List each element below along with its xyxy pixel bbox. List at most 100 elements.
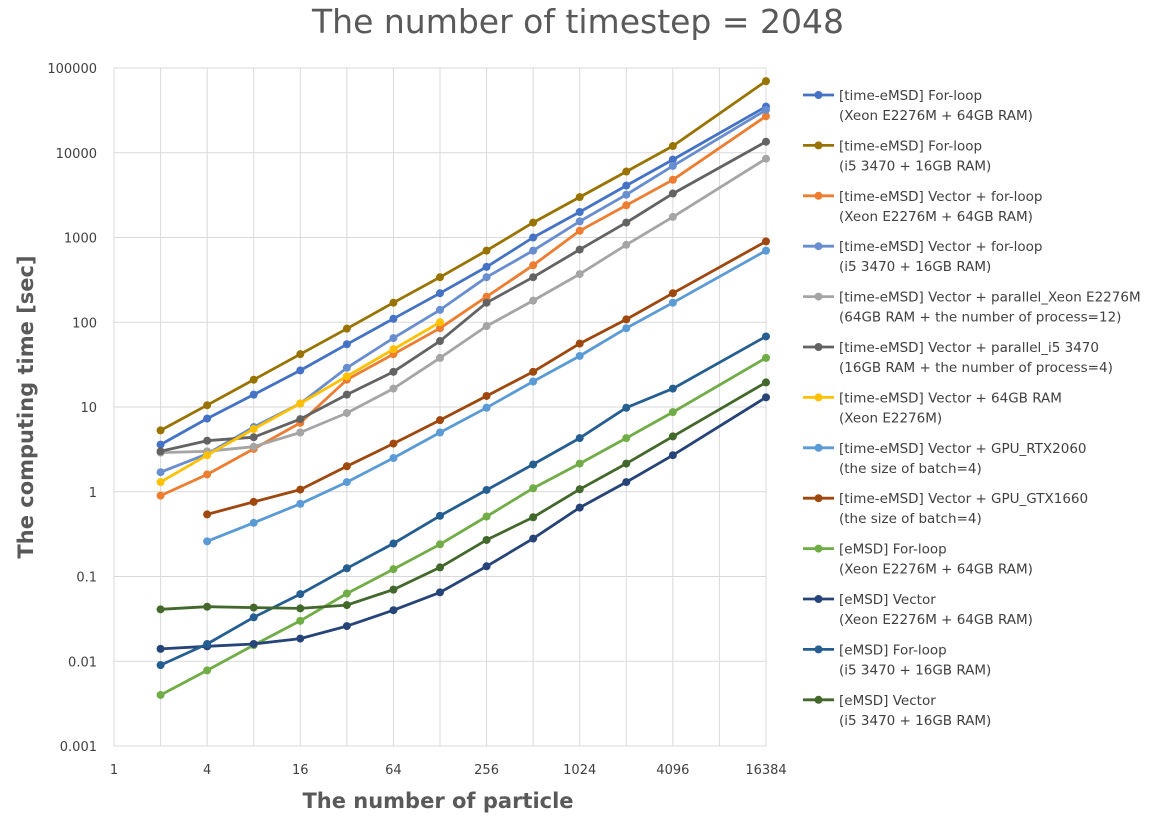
data-point (482, 298, 491, 307)
legend-item: [time-eMSD] For-loop (i5 3470 + 16GB RAM) (803, 138, 991, 174)
data-point (296, 366, 305, 375)
legend-label: (i5 3470 + 16GB RAM) (839, 158, 991, 174)
data-point (622, 181, 631, 190)
data-point (622, 434, 631, 443)
data-point (156, 491, 165, 500)
legend-label: (Xeon E2276M + 64GB RAM) (839, 209, 1033, 225)
data-point (342, 372, 351, 381)
data-point (575, 351, 584, 360)
data-point (622, 459, 631, 468)
data-point (156, 644, 165, 653)
legend-marker (814, 191, 823, 200)
data-point (249, 518, 258, 527)
legend-label: (Xeon E2276M + 64GB RAM) (839, 612, 1033, 628)
data-point (482, 535, 491, 544)
legend-marker (814, 343, 823, 351)
data-point (529, 534, 538, 543)
series-line (206, 240, 767, 516)
legend-label: (Xeon E2276M + 64GB RAM) (839, 562, 1033, 578)
data-point (389, 539, 398, 548)
data-point (529, 261, 538, 270)
series-8 (203, 246, 770, 546)
data-point (762, 105, 770, 114)
data-point (482, 403, 491, 412)
y-tick-label: 0.01 (68, 655, 97, 670)
data-point (436, 318, 444, 327)
data-point (389, 334, 398, 343)
data-point (156, 605, 165, 614)
data-point (436, 540, 444, 549)
data-point (203, 436, 212, 445)
data-point (156, 440, 165, 449)
series-3 (156, 112, 770, 500)
legend: [time-eMSD] For-loop (Xeon E2276M + 64GB … (803, 88, 1141, 729)
legend-marker (814, 544, 823, 553)
data-point (529, 233, 538, 242)
legend-marker (814, 141, 823, 150)
data-point (575, 193, 584, 202)
data-point (342, 462, 351, 471)
data-point (203, 537, 212, 546)
data-point (668, 289, 677, 298)
plot-area (156, 77, 770, 699)
data-point (436, 428, 444, 437)
legend-marker (814, 695, 823, 704)
data-point (249, 603, 258, 612)
data-point (389, 298, 398, 307)
legend-label: [time-eMSD] Vector + 64GB RAM (839, 390, 1062, 406)
legend-label: [time-eMSD] Vector + for-loop (839, 239, 1042, 255)
data-point (622, 240, 631, 249)
data-point (575, 217, 584, 226)
series-12 (156, 332, 770, 670)
data-point (482, 322, 491, 331)
series-10 (156, 353, 770, 699)
data-point (622, 201, 631, 210)
data-point (529, 367, 538, 376)
data-point (342, 564, 351, 573)
data-point (482, 512, 491, 521)
legend-item: [time-eMSD] For-loop (Xeon E2276M + 64GB … (803, 88, 1033, 124)
data-point (342, 390, 351, 399)
data-point (575, 485, 584, 494)
data-point (482, 273, 491, 282)
data-point (249, 375, 258, 384)
data-point (482, 262, 491, 271)
data-point (296, 616, 305, 625)
data-point (436, 337, 444, 346)
legend-marker (814, 242, 823, 251)
x-tick-label: 4096 (656, 763, 689, 778)
data-point (342, 589, 351, 598)
x-tick-label: 16384 (745, 763, 786, 778)
x-tick-label: 1024 (563, 763, 596, 778)
legend-label: (Xeon E2276M) (839, 410, 942, 426)
data-point (342, 622, 351, 631)
x-tick-label: 16 (292, 763, 309, 778)
data-point (436, 289, 444, 298)
y-tick-label: 0.001 (60, 740, 97, 755)
data-point (575, 207, 584, 216)
data-point (668, 142, 677, 151)
data-point (529, 296, 538, 305)
series-7 (156, 318, 444, 487)
data-point (342, 324, 351, 333)
data-point (482, 485, 491, 494)
legend-item: [eMSD] For-loop (Xeon E2276M + 64GB RAM) (803, 542, 1033, 578)
x-tick-label: 64 (385, 763, 402, 778)
data-point (389, 454, 398, 463)
legend-label: [time-eMSD] For-loop (839, 138, 982, 154)
legend-label: (i5 3470 + 16GB RAM) (839, 259, 991, 275)
data-point (668, 155, 677, 164)
legend-item: [time-eMSD] Vector + parallel_i5 3470 (16… (803, 340, 1113, 376)
data-point (296, 590, 305, 599)
data-point (622, 403, 631, 412)
data-point (575, 226, 584, 235)
data-point (482, 292, 491, 301)
data-point (762, 378, 770, 387)
data-point (296, 604, 305, 613)
data-point (622, 315, 631, 324)
data-point (482, 391, 491, 400)
legend-label: (16GB RAM + the number of process=4) (839, 360, 1113, 376)
legend-marker (814, 292, 823, 301)
legend-label: [eMSD] Vector (839, 693, 936, 709)
data-point (156, 468, 165, 477)
